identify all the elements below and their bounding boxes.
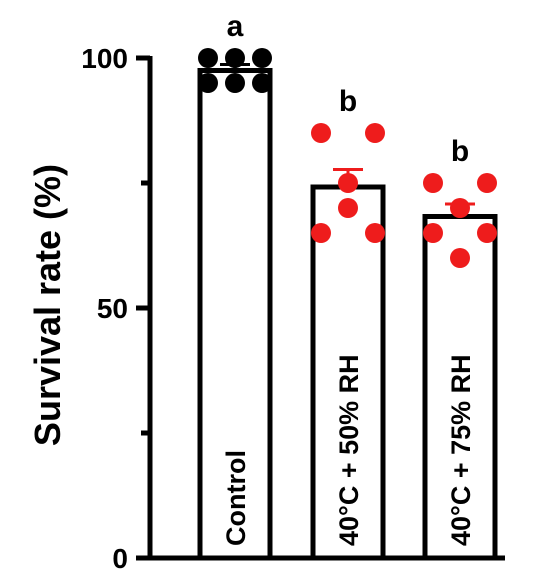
point-1-5 [365, 223, 385, 243]
y-tick-label-50: 50 [97, 293, 128, 324]
significance-letter-1: b [339, 85, 357, 118]
point-0-3 [198, 73, 218, 93]
point-2-1 [477, 173, 497, 193]
point-2-0 [423, 173, 443, 193]
point-0-0 [198, 48, 218, 68]
point-2-2 [450, 198, 470, 218]
point-1-4 [311, 223, 331, 243]
point-0-5 [252, 73, 272, 93]
point-1-3 [338, 198, 358, 218]
y-tick-label-100: 100 [81, 43, 128, 74]
significance-letters: a b b [227, 10, 470, 168]
category-label-2: 40°C + 75% RH [446, 354, 476, 546]
category-label-1: 40°C + 50% RH [334, 354, 364, 546]
y-tick-label-0: 0 [112, 543, 128, 574]
significance-letter-0: a [227, 10, 244, 43]
category-labels: Control 40°C + 50% RH 40°C + 75% RH [221, 354, 476, 546]
point-1-2 [338, 173, 358, 193]
point-2-5 [450, 248, 470, 268]
point-1-1 [365, 123, 385, 143]
point-0-2 [252, 48, 272, 68]
y-axis-label: Survival rate (%) [27, 164, 68, 446]
point-2-3 [423, 223, 443, 243]
significance-letter-2: b [451, 135, 469, 168]
category-label-0: Control [221, 450, 251, 546]
point-0-1 [225, 48, 245, 68]
bar-0 [197, 68, 273, 561]
point-1-0 [311, 123, 331, 143]
data-points [198, 48, 497, 268]
point-2-4 [477, 223, 497, 243]
bar-2 [422, 214, 498, 561]
point-0-4 [225, 73, 245, 93]
